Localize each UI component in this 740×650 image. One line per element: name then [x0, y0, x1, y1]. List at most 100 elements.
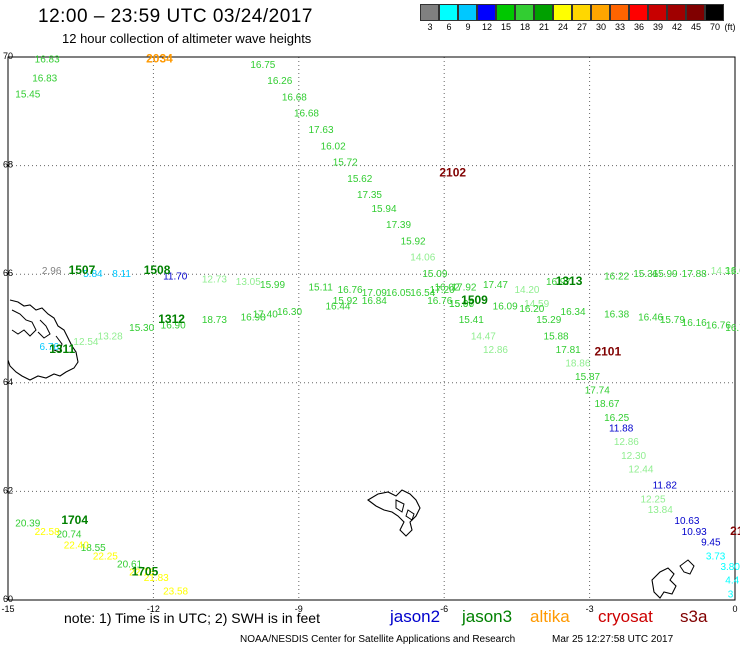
legend-level-label: 42 — [671, 22, 682, 32]
wave-height-value: 18.86 — [565, 359, 590, 370]
legend-level-label: 3 — [427, 22, 433, 32]
wave-height-value: 6.76 — [40, 342, 60, 353]
wave-height-value: 16.97 — [546, 277, 571, 288]
lon-tick-label: -15 — [1, 604, 14, 614]
wave-height-value: 16.76 — [706, 321, 731, 332]
satellite-cryosat: cryosat — [598, 607, 653, 626]
wave-height-value: 12.54 — [73, 337, 98, 348]
pass-labels: 2034 2102 1507 1508 1312 1311 1509 1313 2101 1704… — [49, 51, 740, 578]
generation-timestamp: Mar 25 12:27:58 UTC 2017 — [552, 634, 674, 645]
wave-height-value: 16.68 — [282, 92, 307, 103]
wave-height-value: 14.06 — [410, 253, 435, 264]
wave-height-value: 17.47 — [483, 280, 508, 291]
wave-height-value: 3.73 — [706, 551, 726, 562]
wave-height-value: 16.83 — [32, 73, 57, 84]
legend-swatch — [458, 4, 477, 21]
page-subtitle: 12 hour collection of altimeter wave hei… — [62, 31, 312, 46]
axis-ticks: -15 -12 -9 -6 -3 0 70 68 66 64 62 60 — [1, 51, 737, 614]
legend-swatch — [629, 4, 648, 21]
wave-height-value: 16.16 — [682, 318, 707, 329]
lat-tick-label: 64 — [3, 377, 13, 387]
wave-height-value: 16.26 — [267, 76, 292, 87]
legend-level-label: 18 — [519, 22, 530, 32]
wave-height-value: 15.87 — [575, 372, 600, 383]
pass-time-label: 1311 — [49, 342, 75, 356]
legend-swatch — [572, 4, 591, 21]
wave-height-value: 23.58 — [163, 587, 188, 598]
wave-height-value: 12.30 — [621, 451, 646, 462]
lon-tick-label: -9 — [295, 604, 303, 614]
wave-height-value: 20.39 — [15, 519, 40, 530]
legend-swatch — [648, 4, 667, 21]
wave-height-value: 2.96 — [42, 266, 62, 277]
wave-height-value: 4.4 — [725, 576, 739, 587]
wave-height-value: 13.84 — [648, 505, 673, 516]
wave-height-value: 14.59 — [524, 299, 549, 310]
wave-height-value: 15.11 — [308, 282, 333, 293]
wave-height-value: 14.31 — [711, 266, 736, 277]
wave-height-value: 17.40 — [253, 310, 278, 321]
legend-swatch — [420, 4, 439, 21]
wave-height-value: 17.88 — [682, 269, 707, 280]
wave-height-value: 15.97 — [449, 299, 474, 310]
wave-height-value: 16.05 — [386, 288, 411, 299]
legend-swatch — [667, 4, 686, 21]
wave-height-value: 17.39 — [386, 220, 411, 231]
legend-level-label: 39 — [652, 22, 663, 32]
wave-height-value: 16.38 — [604, 310, 629, 321]
wave-height-value: 16.0 — [725, 266, 740, 277]
wave-height-value: 17.35 — [357, 190, 382, 201]
credit-line: NOAA/NESDIS Center for Satellite Applica… — [240, 634, 516, 645]
wave-height-value: 16.98 — [241, 312, 266, 323]
wave-height-value: 15.41 — [459, 315, 484, 326]
wave-height-value: 17.63 — [308, 125, 333, 136]
lat-tick-label: 60 — [3, 594, 13, 604]
wave-height-value: 15.30 — [129, 323, 154, 334]
pass-time-label: 1312 — [158, 312, 185, 326]
lon-tick-label: -12 — [147, 604, 160, 614]
wave-height-value: 11.82 — [653, 481, 678, 492]
shetland-islands-small — [679, 559, 695, 575]
wave-height-value: 17.09 — [362, 288, 387, 299]
wave-height-value: 15.62 — [347, 174, 372, 185]
wave-height-value: 16.02 — [321, 141, 346, 152]
wave-height-value: 16.75 — [250, 60, 275, 71]
legend-swatch — [686, 4, 705, 21]
pass-time-label: 2102 — [439, 165, 466, 179]
wave-height-value: 16.02 — [435, 282, 460, 293]
wave-height-value: 11.88 — [609, 424, 634, 435]
lat-tick-label: 68 — [3, 160, 13, 170]
legend-swatch — [705, 4, 724, 21]
map-frame — [7, 56, 736, 601]
wave-height-value: 18.55 — [81, 543, 106, 554]
wave-height-value: 18.73 — [202, 315, 227, 326]
satellite-s3a: s3a — [680, 607, 708, 626]
lat-tick-label: 66 — [3, 268, 13, 278]
wave-height-value: 16.22 — [604, 272, 629, 283]
wave-height-value: 16.54 — [410, 288, 435, 299]
wave-height-value: 16.76 — [427, 296, 452, 307]
legend-level-label: 21 — [538, 22, 549, 32]
legend-level-label: 24 — [557, 22, 568, 32]
wave-height-value: 22.40 — [64, 540, 89, 551]
wave-height-value: 12.86 — [614, 437, 639, 448]
wave-height-value: 10.93 — [682, 527, 707, 538]
iceland-coastline — [7, 299, 79, 381]
wave-height-value: 17.74 — [585, 386, 610, 397]
legend-swatch — [534, 4, 553, 21]
wave-height-value: 18.67 — [594, 399, 619, 410]
page-title: 12:00 – 23:59 UTC 03/24/2017 — [38, 6, 313, 27]
wave-height-value: 13.28 — [98, 331, 123, 342]
wave-height-value: 12.44 — [628, 464, 653, 475]
wave-height-value: 11.70 — [163, 272, 188, 283]
pass-time-label: 2034 — [146, 51, 173, 65]
wave-height-value: 16.83 — [35, 54, 60, 65]
wave-height-value: 15.79 — [660, 315, 685, 326]
wave-height-value: 16.44 — [325, 301, 350, 312]
legend-level-label: 45 — [690, 22, 701, 32]
wave-height-value: 22.76 — [129, 568, 154, 579]
legend-swatch — [477, 4, 496, 21]
lon-tick-label: -3 — [586, 604, 594, 614]
legend-swatch — [553, 4, 572, 21]
